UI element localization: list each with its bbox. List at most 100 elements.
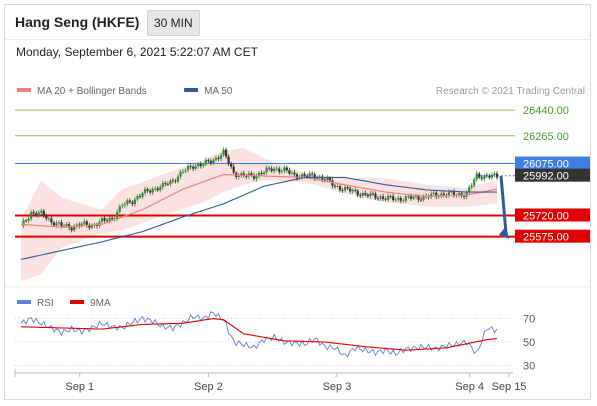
candle-body (118, 206, 121, 212)
candle-body (212, 159, 215, 164)
level-label: 25992.00 (523, 171, 569, 183)
candle-body (412, 196, 415, 199)
candle-body (232, 166, 235, 173)
level-label: 25575.00 (523, 232, 569, 244)
candle-body (417, 195, 420, 200)
candle-body (214, 157, 218, 160)
rsi-tick-label: 70 (523, 314, 535, 326)
candle-body (174, 180, 177, 182)
candle-body (164, 183, 167, 185)
candle-body (280, 171, 283, 173)
candle-body (293, 172, 296, 175)
candle-body (483, 175, 486, 179)
candle-body (219, 155, 223, 159)
candle-body (40, 210, 43, 213)
candle-body (68, 224, 71, 228)
x-tick-label: Sep 4 (455, 381, 484, 393)
candle-body (52, 222, 56, 226)
price-legend: MA 20 + Bollinger Bands MA 50 (17, 86, 233, 97)
candle-body (333, 185, 337, 187)
candle-body (493, 173, 496, 175)
level-label: 25720.00 (523, 210, 569, 222)
candle-body (384, 198, 387, 200)
candle-body (245, 175, 248, 177)
legend-label: MA 50 (204, 86, 233, 97)
attribution: Research © 2021 Trading Central (436, 86, 585, 97)
timeframe-button[interactable]: 30 MIN (147, 10, 200, 36)
candle-body (154, 188, 157, 190)
legend-swatch (17, 300, 31, 304)
candle-body (149, 190, 152, 193)
candle-body (290, 172, 294, 174)
candle-body (22, 220, 25, 226)
candle-body (207, 159, 210, 162)
candle-body (442, 193, 445, 196)
legend-label: RSI (37, 298, 54, 309)
candle-body (351, 189, 354, 192)
candle-body (42, 210, 45, 217)
forecast-arrow-head (499, 225, 509, 239)
chart-card: Hang Seng (HKFE) 30 MIN Monday, Septembe… (4, 4, 591, 400)
candle-body (151, 189, 154, 193)
rsi-legend: RSI 9MA (17, 298, 111, 309)
candle-body (80, 223, 83, 227)
candle-body (478, 173, 481, 178)
candle-body (126, 200, 129, 205)
candle-body (169, 180, 172, 185)
candle-body (176, 176, 180, 182)
chart-header: Hang Seng (HKFE) 30 MIN (5, 5, 590, 39)
candle-body (361, 193, 364, 196)
candle-body (422, 195, 425, 200)
candle-body (407, 196, 410, 198)
candle-body (192, 166, 195, 169)
candle-body (209, 161, 212, 164)
candle-body (397, 197, 400, 200)
candle-body (265, 167, 268, 173)
candle-body (457, 193, 461, 196)
candle-body (161, 183, 164, 187)
candle-body (364, 193, 367, 195)
candle-body (181, 171, 185, 173)
level-label: 26075.00 (523, 159, 569, 171)
candle-body (450, 191, 453, 193)
candle-body (90, 225, 93, 228)
level-label-bg (515, 156, 590, 170)
candle-body (237, 175, 240, 177)
candle-body (62, 225, 66, 227)
x-axis: Sep 1 Sep 2 Sep 3 Sep 4 Sep 15 (14, 369, 526, 393)
candle-body (485, 175, 488, 177)
candle-body (100, 218, 104, 222)
candle-body (303, 174, 306, 176)
candle-body (409, 196, 413, 199)
candle-body (285, 167, 288, 171)
legend-swatch (17, 88, 31, 92)
price-panel: MA 20 + Bollinger Bands MA 50 Research © … (15, 86, 590, 282)
candle-body (336, 186, 339, 187)
candle-body (27, 218, 30, 221)
candle-body (204, 159, 207, 165)
candle-body (298, 177, 301, 179)
candle-body (389, 195, 392, 197)
candle-body (50, 218, 53, 223)
x-tick-label: Sep 3 (323, 381, 352, 393)
candle-body (387, 195, 390, 200)
candle-body (252, 174, 256, 179)
instrument-title: Hang Seng (HKFE) (15, 14, 140, 30)
candle-body (338, 186, 342, 191)
candle-body (447, 192, 450, 196)
rsi-ma-line (21, 318, 498, 351)
candle-body (224, 149, 228, 157)
candle-body (392, 196, 395, 201)
ma50-line (20, 176, 497, 260)
candle-body (217, 157, 220, 159)
rsi-tick-label: 50 (523, 337, 535, 349)
candle-body (32, 212, 35, 214)
candle-body (108, 217, 111, 221)
candle-body (359, 195, 362, 197)
candle-body (321, 176, 324, 180)
candle-body (111, 217, 114, 220)
candle-body (136, 196, 139, 200)
legend-label: MA 20 + Bollinger Bands (37, 86, 147, 97)
candle-body (73, 226, 76, 231)
candle-body (70, 227, 73, 231)
